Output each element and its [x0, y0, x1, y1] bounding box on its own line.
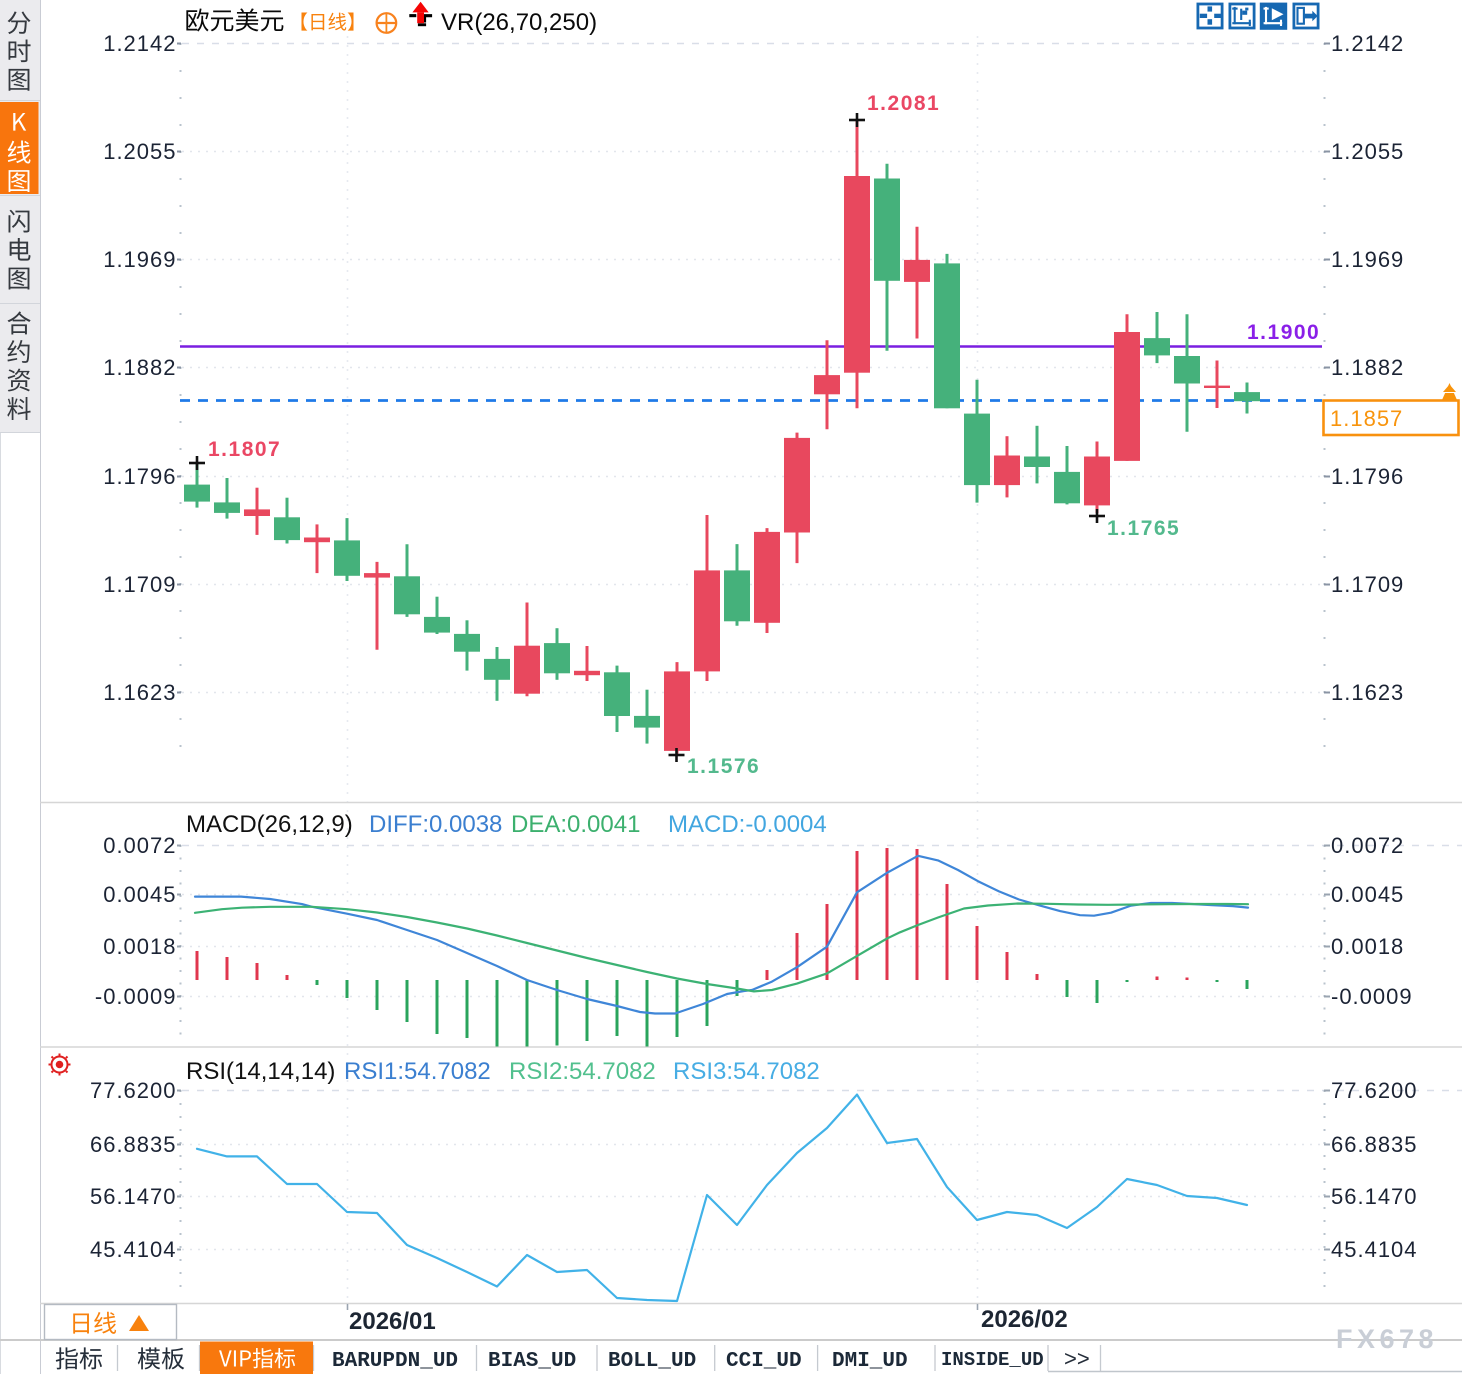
svg-text:56.1470: 56.1470 — [90, 1184, 177, 1209]
svg-text:DIFF:0.0038: DIFF:0.0038 — [369, 811, 502, 838]
svg-text:>>: >> — [1064, 1346, 1090, 1371]
svg-text:1.1709: 1.1709 — [1331, 572, 1404, 597]
svg-text:DEA:0.0041: DEA:0.0041 — [511, 811, 640, 838]
svg-text:45.4104: 45.4104 — [1331, 1237, 1418, 1262]
svg-text:1.1796: 1.1796 — [1331, 464, 1404, 489]
svg-text:BOLL_UD: BOLL_UD — [608, 1350, 696, 1373]
svg-text:56.1470: 56.1470 — [1331, 1184, 1418, 1209]
svg-text:1.1969: 1.1969 — [1331, 247, 1404, 272]
svg-text:1.1857: 1.1857 — [1330, 406, 1403, 431]
svg-text:0.0045: 0.0045 — [1331, 882, 1404, 907]
svg-text:1.1882: 1.1882 — [1331, 355, 1404, 380]
svg-text:1.1807: 1.1807 — [208, 438, 281, 461]
svg-text:66.8835: 66.8835 — [90, 1132, 177, 1157]
svg-text:1.1882: 1.1882 — [103, 355, 176, 380]
svg-text:77.6200: 77.6200 — [1331, 1078, 1418, 1103]
svg-text:1.1623: 1.1623 — [1331, 680, 1404, 705]
svg-text:1.1969: 1.1969 — [103, 247, 176, 272]
svg-text:-0.0009: -0.0009 — [1331, 984, 1413, 1009]
svg-text:0.0018: 0.0018 — [1331, 934, 1404, 959]
svg-text:1.2142: 1.2142 — [1331, 31, 1404, 56]
svg-text:2026/02: 2026/02 — [981, 1306, 1068, 1333]
svg-text:0.0018: 0.0018 — [103, 934, 176, 959]
svg-text:CCI_UD: CCI_UD — [726, 1350, 802, 1373]
svg-text:1.1900: 1.1900 — [1247, 321, 1320, 344]
svg-text:1.2055: 1.2055 — [1331, 139, 1404, 164]
svg-text:INSIDE_UD: INSIDE_UD — [941, 1349, 1044, 1371]
svg-text:FX678: FX678 — [1336, 1324, 1438, 1354]
svg-text:RSI3:54.7082: RSI3:54.7082 — [673, 1058, 820, 1085]
svg-text:66.8835: 66.8835 — [1331, 1132, 1418, 1157]
svg-text:1.2081: 1.2081 — [867, 92, 940, 115]
svg-text:VR(26,70,250): VR(26,70,250) — [441, 9, 597, 36]
svg-text:1.1576: 1.1576 — [687, 755, 760, 778]
svg-text:0.0072: 0.0072 — [1331, 833, 1404, 858]
svg-text:RSI(14,14,14): RSI(14,14,14) — [186, 1058, 335, 1085]
svg-text:BIAS_UD: BIAS_UD — [488, 1350, 576, 1373]
svg-text:RSI1:54.7082: RSI1:54.7082 — [344, 1058, 491, 1085]
svg-text:0.0072: 0.0072 — [103, 833, 176, 858]
svg-text:BARUPDN_UD: BARUPDN_UD — [332, 1350, 458, 1373]
svg-text:DMI_UD: DMI_UD — [832, 1350, 908, 1373]
svg-text:77.6200: 77.6200 — [90, 1078, 177, 1103]
svg-text:1.2055: 1.2055 — [103, 139, 176, 164]
svg-text:1.1765: 1.1765 — [1107, 517, 1180, 540]
svg-text:1.2142: 1.2142 — [103, 31, 176, 56]
svg-text:RSI2:54.7082: RSI2:54.7082 — [509, 1058, 656, 1085]
svg-text:45.4104: 45.4104 — [90, 1237, 177, 1262]
svg-text:1.1709: 1.1709 — [103, 572, 176, 597]
svg-text:1.1623: 1.1623 — [103, 680, 176, 705]
svg-text:-0.0009: -0.0009 — [95, 984, 177, 1009]
svg-text:1.1796: 1.1796 — [103, 464, 176, 489]
svg-text:2026/01: 2026/01 — [349, 1308, 436, 1335]
svg-text:0.0045: 0.0045 — [103, 882, 176, 907]
svg-text:MACD(26,12,9): MACD(26,12,9) — [186, 811, 353, 838]
svg-text:MACD:-0.0004: MACD:-0.0004 — [668, 811, 827, 838]
